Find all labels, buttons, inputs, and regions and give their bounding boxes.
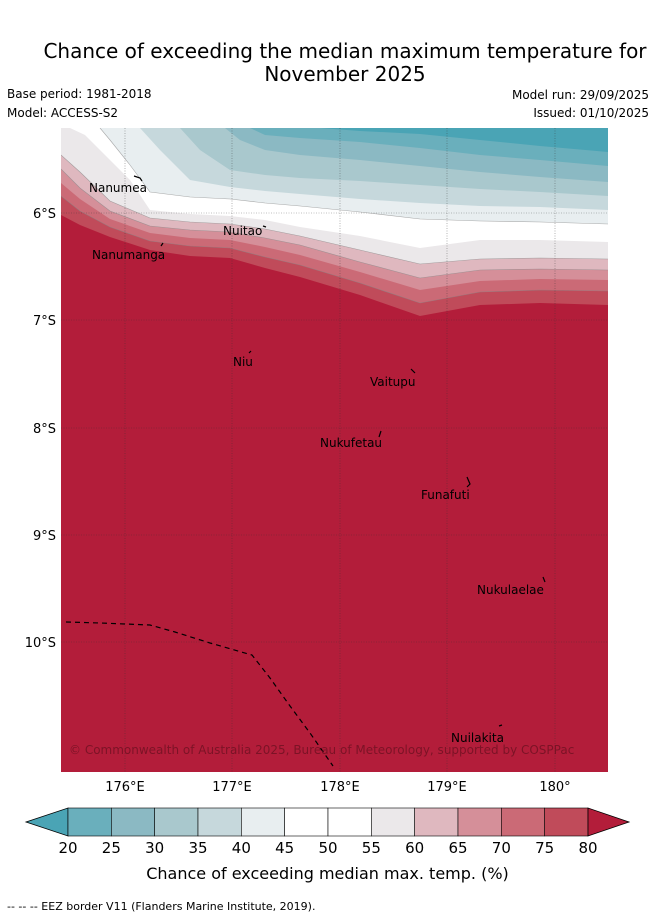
model-name: Model: ACCESS-S2	[7, 106, 119, 120]
eez-border	[65, 621, 334, 767]
island-label-nanumea: Nanumea	[89, 181, 147, 195]
lat-label-10s: 10°S	[25, 636, 56, 651]
colorbar-tick-35: 35	[188, 839, 207, 857]
colorbar-tick-65: 65	[448, 839, 467, 857]
island-label-vaitupu: Vaitupu	[370, 375, 416, 389]
nanumanga-island-shape	[160, 242, 164, 247]
nuitao-island-shape	[262, 225, 267, 228]
colorbar-segment-20-25	[67, 807, 112, 837]
colorbar-segment-40-45	[241, 807, 285, 837]
nukulaelae-island-shape	[542, 576, 546, 583]
funafuti-island-shape	[466, 476, 471, 488]
colorbar-tick-45: 45	[275, 839, 294, 857]
island-label-niu: Niu	[233, 355, 253, 369]
colorbar-ticks: 20 25 30 35 40 45 50 55 60 65 70 75 80	[58, 839, 597, 857]
colorbar-segment-25-30	[111, 807, 155, 837]
colorbar-tick-60: 60	[405, 839, 424, 857]
longitude-axis: 176°E 177°E 178°E 179°E 180°	[105, 780, 570, 795]
colorbar-tick-30: 30	[145, 839, 164, 857]
colorbar-tick-75: 75	[535, 839, 554, 857]
island-label-nuitao: Nuitao	[223, 224, 262, 238]
colorbar-segment-75-80	[544, 807, 589, 837]
colorbar-extension-high	[587, 807, 631, 837]
colorbar-extension-low	[24, 807, 69, 837]
model-run: Model run: 29/09/2025	[511, 88, 649, 102]
lon-label-176: 176°E	[105, 780, 145, 795]
vaitupu-island-shape	[410, 368, 416, 374]
island-label-funafuti: Funafuti	[421, 488, 470, 502]
issued-date: Issued: 01/10/2025	[533, 106, 649, 120]
colorbar-tick-70: 70	[492, 839, 511, 857]
colorbar-segment-65-70	[457, 807, 502, 837]
island-markers	[133, 175, 546, 727]
colorbar-segment-35-40	[197, 807, 242, 837]
colorbar-tick-40: 40	[232, 839, 251, 857]
colorbar-tick-55: 55	[362, 839, 381, 857]
title-line-1: Chance of exceeding the median maximum t…	[43, 39, 647, 63]
lon-label-179: 179°E	[427, 780, 467, 795]
lat-label-7s: 7°S	[33, 314, 56, 329]
colorbar-segments	[24, 807, 631, 837]
colorbar-segment-30-35	[154, 807, 199, 837]
contour-lines	[61, 128, 608, 304]
lon-label-180: 180°	[539, 780, 570, 795]
colorbar-label: Chance of exceeding median max. temp. (%…	[146, 864, 509, 883]
colorbar-tick-20: 20	[58, 839, 77, 857]
nuilakita-island-shape	[498, 724, 503, 727]
lon-label-177: 177°E	[212, 780, 252, 795]
colorbar-segment-55-60	[371, 807, 415, 837]
map-title: Chance of exceeding the median maximum t…	[0, 40, 655, 86]
island-label-nukufetau: Nukufetau	[320, 436, 382, 450]
colorbar-segment-60-65	[414, 807, 459, 837]
colorbar-segment-70-75	[501, 807, 545, 837]
colorbar-segment-50-55	[327, 807, 372, 837]
map: Nanumea Nuitao Nanumanga Niu Vaitupu Nuk…	[25, 128, 608, 795]
nanumea-island-shape	[133, 175, 143, 182]
copyright-notice: © Commonwealth of Australia 2025, Bureau…	[69, 743, 574, 757]
colorbar-tick-50: 50	[318, 839, 337, 857]
lat-label-6s: 6°S	[33, 207, 56, 222]
latitude-axis: 6°S 7°S 8°S 9°S 10°S	[25, 207, 56, 651]
colorbar-tick-80: 80	[578, 839, 597, 857]
probability-contours	[61, 128, 608, 772]
contour-below-20	[320, 128, 608, 152]
eez-footnote: -- -- -- EEZ border V11 (Flanders Marine…	[7, 900, 316, 913]
title-line-2: November 2025	[264, 62, 426, 86]
colorbar: 20 25 30 35 40 45 50 55 60 65 70 75 80	[24, 807, 631, 857]
lon-label-178: 178°E	[320, 780, 360, 795]
nukufetau-island-shape	[378, 430, 382, 438]
lat-label-9s: 9°S	[33, 529, 56, 544]
island-label-nuilakita: Nuilakita	[451, 731, 504, 745]
island-labels: Nanumea Nuitao Nanumanga Niu Vaitupu Nuk…	[89, 181, 544, 745]
niu-island-shape	[248, 350, 252, 354]
lat-label-8s: 8°S	[33, 422, 56, 437]
graticule	[61, 128, 608, 772]
base-period: Base period: 1981-2018	[7, 87, 152, 101]
colorbar-segment-45-50	[284, 807, 329, 837]
island-label-nukulaelae: Nukulaelae	[477, 583, 544, 597]
colorbar-tick-25: 25	[102, 839, 121, 857]
island-label-nanumanga: Nanumanga	[92, 248, 165, 262]
